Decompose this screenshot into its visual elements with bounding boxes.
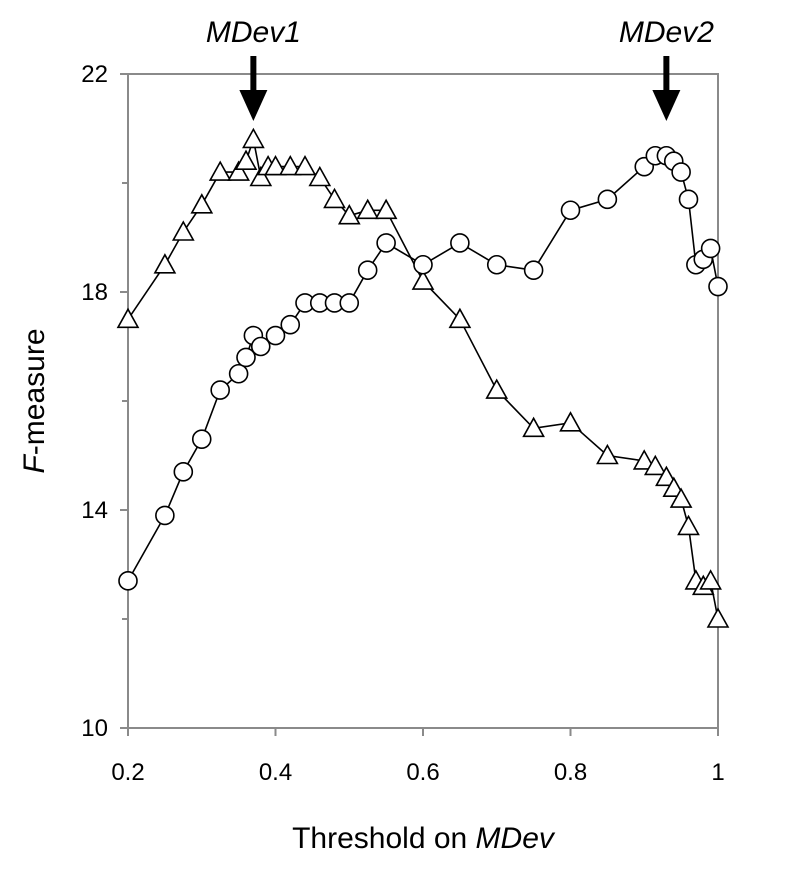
- series-layer: [116, 127, 730, 628]
- annotation-label: MDev1: [206, 16, 301, 49]
- data-point: [278, 154, 302, 176]
- x-tick-label: 0.4: [259, 759, 292, 786]
- data-point: [655, 465, 678, 487]
- x-axis: 0.2 0.4 0.6 0.8 1: [111, 728, 725, 786]
- data-point: [280, 314, 301, 335]
- data-point: [678, 189, 699, 210]
- annotation-arrow-head: [239, 90, 268, 121]
- series-line: [127, 136, 719, 620]
- data-point: [559, 411, 582, 432]
- data-point: [376, 233, 396, 253]
- x-tick-label: 0.8: [554, 759, 587, 786]
- data-point: [234, 149, 258, 170]
- data-point: [357, 260, 378, 281]
- series-line: [127, 155, 719, 582]
- annotation: MDev1: [206, 16, 301, 121]
- data-point: [669, 487, 693, 508]
- y-tick-label: 10: [81, 715, 108, 742]
- data-point: [227, 160, 250, 181]
- data-point: [596, 443, 619, 465]
- data-point: [708, 276, 728, 297]
- data-point: [249, 165, 273, 187]
- y-tick-label: 22: [81, 61, 108, 88]
- data-point: [677, 514, 700, 536]
- data-point: [173, 462, 194, 482]
- series-circle: [118, 145, 728, 591]
- data-point: [155, 505, 175, 526]
- data-point: [560, 200, 581, 221]
- annotation-arrow-head: [652, 90, 681, 121]
- data-point: [671, 162, 691, 182]
- data-point: [264, 154, 287, 176]
- y-axis: 10 14 18 22: [81, 61, 128, 742]
- data-point: [523, 260, 544, 281]
- annotation: MDev2: [619, 16, 714, 121]
- data-point: [208, 160, 232, 181]
- data-point: [486, 254, 507, 275]
- x-tick-label: 0.2: [111, 759, 144, 786]
- data-point: [700, 238, 721, 259]
- data-point: [706, 607, 730, 628]
- data-point: [153, 253, 177, 274]
- data-point: [643, 454, 667, 476]
- data-point: [190, 193, 214, 214]
- data-point: [308, 165, 332, 187]
- data-point: [597, 189, 618, 210]
- data-point: [236, 347, 256, 368]
- data-point: [293, 154, 317, 176]
- y-tick-label: 14: [81, 497, 108, 524]
- data-point: [228, 363, 249, 384]
- data-point: [116, 307, 140, 329]
- data-point: [265, 325, 286, 346]
- data-point: [339, 293, 360, 313]
- data-point: [118, 571, 138, 591]
- data-point: [337, 204, 361, 225]
- data-point: [632, 449, 656, 470]
- y-axis-title: F-measure: [18, 328, 51, 473]
- annotation-label: MDev2: [619, 16, 714, 49]
- data-point: [413, 254, 433, 275]
- data-point: [242, 127, 265, 149]
- data-point: [210, 380, 230, 400]
- data-point: [448, 307, 472, 329]
- x-axis-title: Threshold on MDev: [292, 822, 556, 855]
- data-point: [411, 269, 435, 290]
- data-point: [191, 429, 212, 449]
- x-tick-label: 1: [711, 759, 724, 786]
- series-triangle: [116, 127, 730, 628]
- data-point: [485, 378, 509, 399]
- x-tick-label: 0.6: [406, 759, 439, 786]
- data-point: [171, 220, 195, 241]
- annotation-layer: MDev1 MDev2: [206, 16, 714, 121]
- data-point: [250, 336, 271, 357]
- data-point: [323, 187, 346, 209]
- data-point: [450, 233, 470, 253]
- data-point: [356, 198, 380, 220]
- data-point: [699, 569, 722, 590]
- data-point: [374, 198, 398, 220]
- y-tick-label: 18: [81, 279, 108, 306]
- data-point: [522, 416, 545, 438]
